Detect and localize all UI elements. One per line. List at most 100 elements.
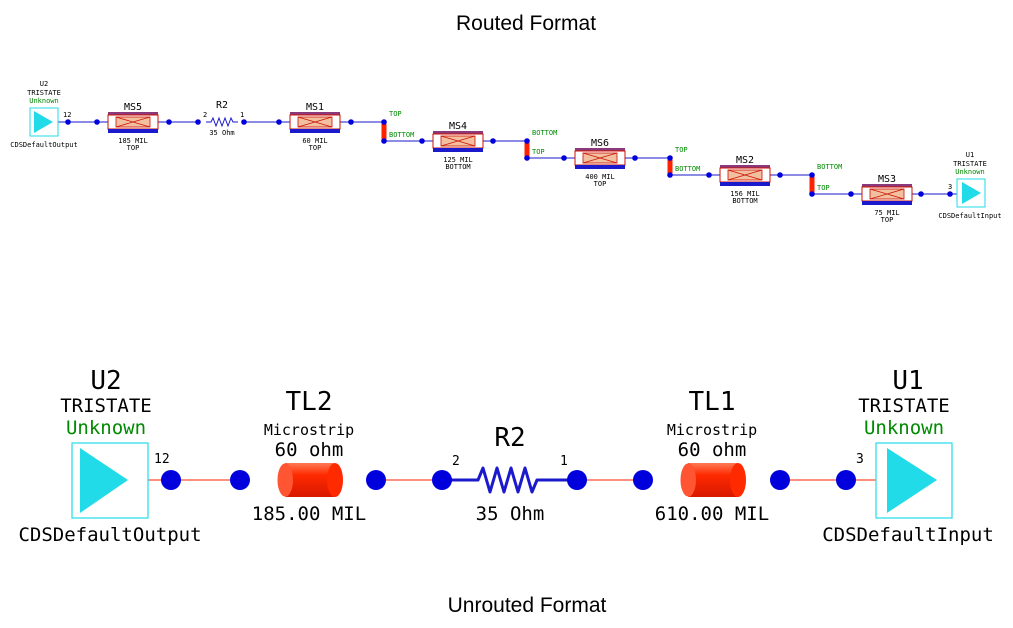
unrouted-r2-zigzag-icon xyxy=(442,466,577,494)
pin-dot[interactable] xyxy=(777,172,783,178)
routed-u2-pin: 12 xyxy=(63,111,71,119)
microstrip-length: 156 MIL xyxy=(730,190,760,198)
via-upper-layer: TOP xyxy=(389,110,402,118)
pin-dot[interactable] xyxy=(836,470,856,490)
microstrip-top-bar xyxy=(108,112,158,115)
pin-dot[interactable] xyxy=(918,191,924,197)
via-bar xyxy=(381,123,387,140)
via-upper-layer: BOTTOM xyxy=(817,163,842,171)
pin-dot[interactable] xyxy=(490,138,496,144)
routed-r2-ref: R2 xyxy=(216,100,228,111)
pin-dot[interactable] xyxy=(348,119,354,125)
routed-via[interactable]: BOTTOM TOP xyxy=(524,129,558,157)
pin-dot[interactable] xyxy=(706,172,712,178)
unrouted-schematic: U2 TRISTATE Unknown 12 CDSDefaultOutput … xyxy=(18,366,993,546)
routed-u2-buffer-icon xyxy=(34,111,53,133)
unrouted-u1-type: TRISTATE xyxy=(858,395,950,417)
pin-dot[interactable] xyxy=(667,172,673,178)
unrouted-u2-output-buffer[interactable]: U2 TRISTATE Unknown 12 CDSDefaultOutput xyxy=(18,366,201,546)
microstrip-layer: TOP xyxy=(881,216,894,224)
unrouted-u1-pin: 3 xyxy=(856,452,864,467)
pin-dot[interactable] xyxy=(230,470,250,490)
unrouted-tl1-impedance: 60 ohm xyxy=(678,439,747,461)
microstrip-length: 125 MIL xyxy=(443,156,473,164)
pin-dot[interactable] xyxy=(561,155,567,161)
microstrip-bottom-bar xyxy=(290,129,340,133)
microstrip-ref: MS2 xyxy=(736,155,754,166)
microstrip-length: 75 MIL xyxy=(874,209,899,217)
routed-schematic: U2 TRISTATE Unknown 12 CDSDefaultOutput … xyxy=(10,80,1001,224)
routed-u2-cell: CDSDefaultOutput xyxy=(10,141,77,149)
routed-r2-value: 35 Ohm xyxy=(209,129,234,137)
pin-dot[interactable] xyxy=(632,155,638,161)
unrouted-u1-ref: U1 xyxy=(892,366,923,396)
via-lower-layer: BOTTOM xyxy=(675,165,700,173)
unrouted-u1-input-buffer[interactable]: U1 TRISTATE Unknown 3 CDSDefaultInput xyxy=(822,366,994,546)
routed-r2-resistor[interactable]: R2 2 1 35 Ohm xyxy=(203,100,244,137)
routed-u2-status: Unknown xyxy=(29,97,59,105)
pin-dot[interactable] xyxy=(809,172,815,178)
pin-dot[interactable] xyxy=(432,470,452,490)
pin-dot[interactable] xyxy=(567,470,587,490)
pin-dot[interactable] xyxy=(241,119,247,125)
unrouted-r2-resistor[interactable]: R2 2 1 35 Ohm xyxy=(442,423,577,525)
pin-dot[interactable] xyxy=(770,470,790,490)
pin-dot[interactable] xyxy=(419,138,425,144)
routed-via[interactable]: TOP BOTTOM xyxy=(667,146,701,174)
pin-dot[interactable] xyxy=(381,138,387,144)
routed-u1-input-buffer[interactable]: U1 TRISTATE Unknown 3 CDSDefaultInput xyxy=(938,151,1001,220)
pin-dot[interactable] xyxy=(524,155,530,161)
pin-dot[interactable] xyxy=(195,119,201,125)
microstrip-top-bar xyxy=(290,112,340,115)
unrouted-u1-buffer-icon xyxy=(887,448,937,513)
routed-via[interactable]: BOTTOM TOP xyxy=(809,163,843,193)
pin-dot[interactable] xyxy=(667,155,673,161)
routed-via[interactable]: TOP BOTTOM xyxy=(381,110,415,140)
pin-dot[interactable] xyxy=(381,119,387,125)
unrouted-pins xyxy=(161,470,856,490)
routed-u2-output-buffer[interactable]: U2 TRISTATE Unknown 12 CDSDefaultOutput xyxy=(10,80,77,149)
pin-dot[interactable] xyxy=(366,470,386,490)
unrouted-u2-buffer-icon xyxy=(80,448,128,513)
via-lower-layer: TOP xyxy=(817,184,830,192)
microstrip-cross-icon xyxy=(115,116,151,128)
via-upper-layer: BOTTOM xyxy=(532,129,557,137)
microstrip-ref: MS4 xyxy=(449,121,467,132)
unrouted-u1-status: Unknown xyxy=(864,417,944,439)
unrouted-tl1-cylinder-icon xyxy=(679,462,746,498)
microstrip-cross-icon xyxy=(869,188,905,200)
pin-dot[interactable] xyxy=(65,119,71,125)
unrouted-format-title: Unrouted Format xyxy=(448,594,607,617)
microstrip-length: 400 MIL xyxy=(585,173,615,181)
unrouted-tl1-microstrip[interactable]: TL1 Microstrip 60 ohm 610.00 MIL xyxy=(655,387,769,525)
pin-dot[interactable] xyxy=(161,470,181,490)
via-bar xyxy=(667,159,673,174)
microstrip-length: 60 MIL xyxy=(302,137,327,145)
pin-dot[interactable] xyxy=(276,119,282,125)
routed-u1-status: Unknown xyxy=(955,168,985,176)
microstrip-length: 185 MIL xyxy=(118,137,148,145)
pin-dot[interactable] xyxy=(94,119,100,125)
routed-u2-ref: U2 xyxy=(40,80,48,88)
pin-dot[interactable] xyxy=(848,191,854,197)
routed-r2-pin-left: 2 xyxy=(203,111,207,119)
pin-dot[interactable] xyxy=(166,119,172,125)
unrouted-tl2-microstrip[interactable]: TL2 Microstrip 60 ohm 185.00 MIL xyxy=(252,387,366,525)
pin-dot[interactable] xyxy=(947,191,953,197)
unrouted-tl2-impedance: 60 ohm xyxy=(275,439,344,461)
via-lower-layer: BOTTOM xyxy=(389,131,414,139)
unrouted-tl2-length: 185.00 MIL xyxy=(252,503,366,525)
pin-dot[interactable] xyxy=(633,470,653,490)
routed-u1-type: TRISTATE xyxy=(953,160,987,168)
pin-dot[interactable] xyxy=(524,138,530,144)
microstrip-bottom-bar xyxy=(108,129,158,133)
microstrip-bottom-bar xyxy=(862,201,912,205)
pin-dot[interactable] xyxy=(809,191,815,197)
